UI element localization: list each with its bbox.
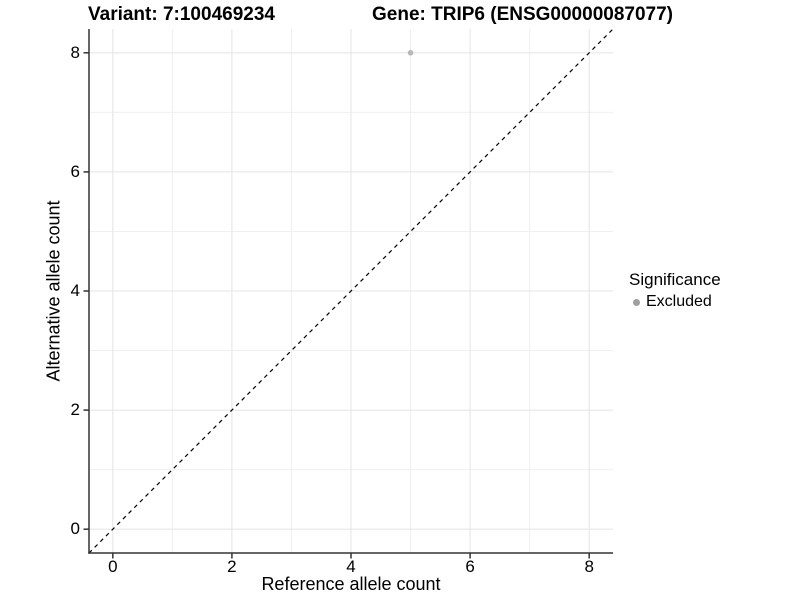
plot-title-variant: Variant: 7:100469234 xyxy=(88,4,275,25)
y-tick-label: 8 xyxy=(70,42,80,62)
x-axis-title: Reference allele count xyxy=(261,574,441,594)
data-point-excluded xyxy=(407,50,414,56)
y-tick-label: 0 xyxy=(70,519,80,539)
y-tick-label: 6 xyxy=(70,161,80,181)
legend-point-swatch xyxy=(633,298,640,306)
legend: Significance Excluded xyxy=(629,270,797,312)
legend-item-label: Excluded xyxy=(646,293,712,310)
x-tick-label: 8 xyxy=(584,557,594,576)
legend-title: Significance xyxy=(629,270,721,289)
y-tick-label: 4 xyxy=(70,281,80,300)
x-tick-label: 2 xyxy=(227,557,237,576)
y-tick-label: 2 xyxy=(70,400,80,420)
y-axis-title: Alternative allele count xyxy=(43,200,64,382)
plot-title-gene: Gene: TRIP6 (ENSG00000087077) xyxy=(372,4,673,25)
legend-items: Excluded xyxy=(629,292,797,312)
legend-item: Excluded xyxy=(629,292,797,312)
x-tick-label: 4 xyxy=(346,557,356,576)
x-tick-label: 0 xyxy=(108,557,118,576)
x-tick-label: 6 xyxy=(465,557,475,576)
identity-line xyxy=(88,28,614,554)
